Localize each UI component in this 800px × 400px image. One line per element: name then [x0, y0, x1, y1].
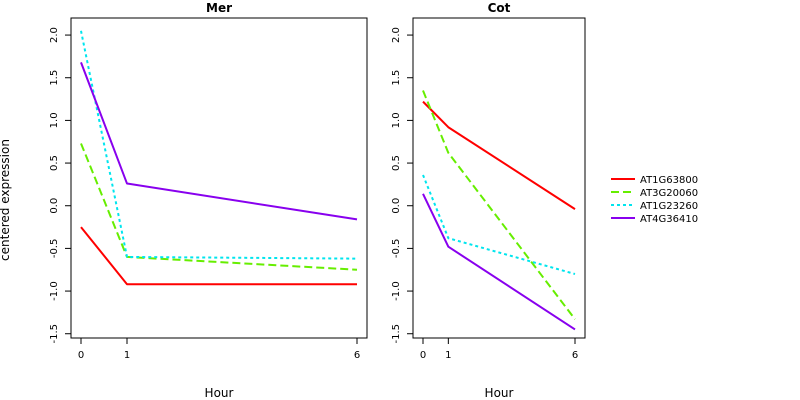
y-tick-label: 1.5: [391, 70, 402, 86]
panel-title: Cot: [488, 1, 511, 15]
y-tick-label: 0.0: [391, 198, 402, 214]
series-line-at1g63800: [422, 100, 576, 210]
legend-label: AT3G20060: [640, 188, 698, 199]
series-line-at4g36410: [80, 62, 358, 221]
y-tick-label: 2.0: [391, 27, 402, 43]
y-tick-label: -1.0: [49, 281, 60, 301]
plot-frame: [412, 17, 586, 339]
x-axis-title: Hour: [205, 386, 234, 400]
series-line-at1g63800: [80, 226, 357, 286]
y-tick-label: -1.0: [391, 281, 402, 301]
y-tick-label: 2.0: [49, 27, 60, 43]
panel-title: Mer: [206, 1, 232, 15]
series-line-at1g23260: [422, 174, 576, 275]
x-tick-label: 6: [354, 350, 360, 361]
series-line-at4g36410: [422, 193, 576, 331]
y-tick-label: -0.5: [391, 239, 402, 259]
x-tick-label: 1: [445, 350, 451, 361]
y-tick-label: 1.0: [49, 112, 60, 128]
x-tick-label: 6: [572, 350, 578, 361]
panel-mer: Mer 0 1 6 Hour -1.5 -1.0 -0.5 0.0 0.5 1.0 1.5 2.0: [49, 1, 368, 400]
y-tick-label: 0.5: [391, 155, 402, 171]
series-line-at1g23260: [80, 30, 358, 260]
y-tick-label: -1.5: [391, 324, 402, 344]
legend-label: AT1G23260: [640, 201, 698, 212]
y-tick-label: -0.5: [49, 239, 60, 259]
y-tick-label: 1.5: [49, 70, 60, 86]
x-tick-label: 0: [420, 350, 426, 361]
legend: AT1G63800 AT3G20060 AT1G23260 AT4G36410: [611, 175, 698, 225]
panel-cot: Cot 0 1 6 Hour -1.5 -1.0 -0.5 0.0 0.5 1.0 1.5 2.0: [391, 1, 586, 400]
series-line-at3g20060: [80, 143, 358, 271]
x-tick-label: 0: [78, 350, 84, 361]
y-tick-label: 0.0: [49, 198, 60, 214]
x-axis-title: Hour: [485, 386, 514, 400]
legend-label: AT1G63800: [640, 175, 698, 186]
y-tick-label: 0.5: [49, 155, 60, 171]
legend-label: AT4G36410: [640, 214, 698, 225]
x-tick-label: 1: [124, 350, 130, 361]
y-tick-label: 1.0: [391, 112, 402, 128]
series-line-at3g20060: [422, 90, 576, 320]
y-tick-label: -1.5: [49, 324, 60, 344]
y-axis-title: centered expression: [0, 139, 12, 261]
plot-frame: [70, 17, 368, 339]
